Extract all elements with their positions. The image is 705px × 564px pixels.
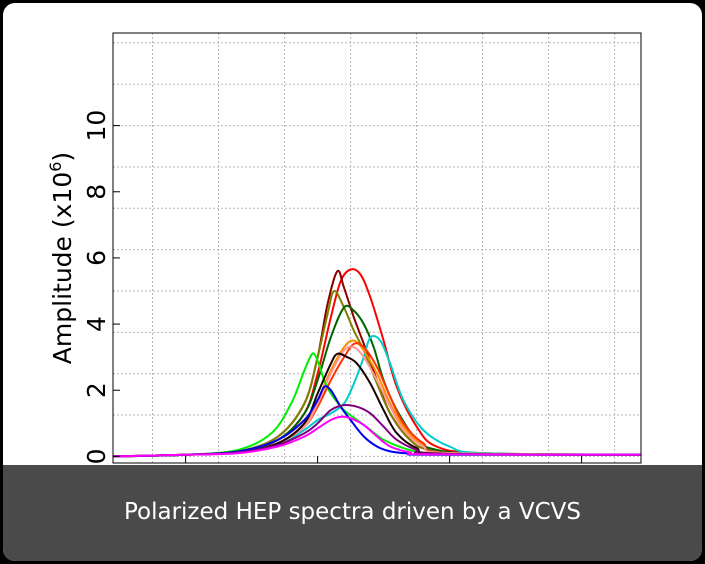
plot-border — [112, 32, 642, 464]
y-tick-label: 2 — [82, 382, 111, 398]
caption: Polarized HEP spectra driven by a VCVS — [123, 499, 581, 525]
y-axis-label: Amplitude (x106) — [46, 152, 77, 364]
y-tick-label: 6 — [82, 250, 111, 266]
x-axis-ticks: 8642 — [185, 456, 583, 463]
series-group — [112, 268, 642, 458]
y-tick-label: 0 — [82, 448, 111, 464]
caption-bar: Polarized HEP spectra driven by a VCVS — [3, 465, 702, 561]
y-axis-ticks: 0 2 4 6 8 10 — [82, 110, 120, 464]
series-line-2 — [112, 269, 642, 458]
chart: 8642 0 2 4 6 8 10 Amplitude (x106) — [46, 32, 642, 464]
series-line-8 — [112, 345, 642, 458]
series-line-1 — [112, 268, 642, 458]
series-line-13 — [112, 415, 642, 458]
y-tick-label: 10 — [82, 110, 111, 142]
y-tick-label: 4 — [82, 316, 111, 332]
grid — [113, 33, 641, 463]
y-tick-label: 8 — [82, 184, 111, 200]
figure-panel: 8642 0 2 4 6 8 10 Amplitude (x106) Polarized … — [3, 3, 702, 561]
series-line-12 — [112, 403, 642, 458]
series-line-3 — [112, 290, 642, 458]
